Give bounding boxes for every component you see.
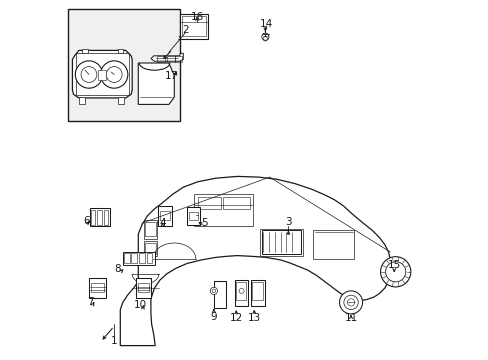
Circle shape [261, 33, 268, 40]
Bar [197, 197, 221, 209]
Bar [103, 210, 108, 225]
Bar [118, 49, 123, 53]
Bar [146, 253, 152, 263]
Bar [213, 281, 226, 308]
Circle shape [106, 67, 122, 82]
Text: 5: 5 [201, 218, 207, 228]
Polygon shape [151, 53, 183, 61]
Bar [122, 252, 155, 265]
Bar [82, 49, 88, 53]
Bar [188, 211, 198, 220]
Bar [79, 97, 85, 104]
Circle shape [380, 257, 410, 287]
Circle shape [385, 262, 405, 282]
Text: 10: 10 [134, 300, 147, 310]
Bar [144, 243, 155, 254]
Bar [139, 253, 144, 263]
Text: 6: 6 [82, 216, 89, 226]
Bar [91, 283, 104, 292]
Circle shape [210, 287, 217, 294]
Circle shape [75, 61, 102, 88]
Circle shape [339, 291, 362, 314]
Bar [250, 280, 264, 306]
Bar [234, 280, 248, 306]
Bar [91, 210, 95, 225]
Text: 17: 17 [165, 71, 178, 81]
Bar [194, 194, 253, 226]
Bar [175, 56, 182, 62]
Bar [157, 56, 165, 62]
Bar [123, 253, 129, 263]
Bar [160, 211, 170, 220]
Text: 7: 7 [87, 297, 94, 307]
Circle shape [347, 299, 354, 306]
Text: 4: 4 [159, 218, 165, 228]
Text: 1: 1 [111, 336, 117, 346]
Bar [97, 210, 102, 225]
Bar [143, 241, 157, 256]
Bar [143, 220, 157, 239]
Bar [89, 278, 106, 298]
Bar [252, 282, 262, 300]
Text: 3: 3 [285, 217, 291, 228]
Bar [158, 206, 172, 226]
Polygon shape [120, 176, 389, 346]
Bar [118, 97, 124, 104]
Bar [68, 9, 179, 121]
Circle shape [81, 67, 97, 82]
Bar [76, 53, 128, 95]
Bar [236, 282, 246, 300]
Bar [312, 230, 354, 259]
Bar [223, 197, 249, 209]
Bar [182, 16, 206, 36]
Text: 8: 8 [114, 264, 121, 274]
Bar [98, 70, 106, 80]
Bar [261, 230, 301, 254]
Bar [186, 207, 200, 225]
Text: 14: 14 [260, 19, 273, 30]
Text: 12: 12 [229, 312, 243, 323]
Polygon shape [72, 50, 132, 98]
Text: 9: 9 [210, 312, 217, 322]
Text: 16: 16 [190, 12, 203, 22]
Text: 2: 2 [182, 24, 188, 35]
Bar [260, 229, 303, 256]
Bar [167, 56, 175, 62]
Bar [144, 222, 155, 236]
Bar [131, 253, 137, 263]
Circle shape [101, 61, 127, 88]
Bar [180, 14, 208, 39]
Text: 11: 11 [344, 312, 357, 323]
Circle shape [343, 295, 358, 310]
Text: 13: 13 [247, 312, 260, 323]
Bar [90, 208, 109, 226]
Bar [138, 283, 149, 292]
Bar [136, 278, 151, 298]
Text: 15: 15 [387, 260, 400, 270]
Polygon shape [138, 63, 174, 104]
